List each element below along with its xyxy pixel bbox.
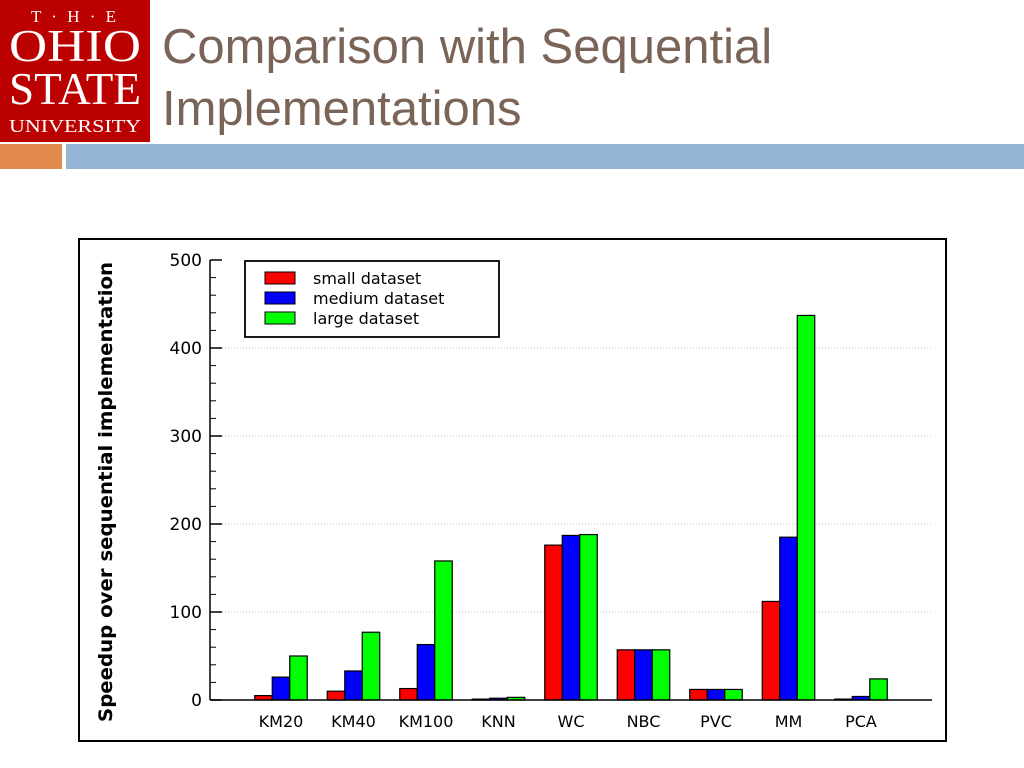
accent-bar-blue	[66, 144, 1024, 169]
speedup-bar-chart: 0 100 200 300 400 500 KM20 KM40 KM100 KNN WC NBC PVC…	[78, 238, 947, 742]
legend-label: large dataset	[313, 309, 419, 328]
x-tick-label: KNN	[481, 712, 515, 731]
legend-swatch	[264, 291, 296, 305]
logo-university-text: UNIVERSITY	[9, 116, 141, 136]
ohio-state-logo: T · H · E OHIO STATE UNIVERSITY	[0, 0, 150, 142]
legend-swatch	[264, 311, 296, 325]
bar	[634, 649, 653, 701]
bar	[651, 649, 671, 701]
bar	[779, 536, 798, 701]
x-tick-label: PCA	[845, 712, 877, 731]
bar	[561, 534, 581, 701]
y-tick-label: 0	[191, 691, 202, 711]
bar	[579, 533, 598, 701]
y-tick-label: 100	[170, 603, 202, 623]
chart-axes: 0 100 200 300 400 500 KM20 KM40 KM100 KNN WC NBC PVC…	[170, 251, 932, 731]
slide-title-line-2: Implementations	[162, 82, 522, 136]
bar	[869, 678, 888, 701]
bar	[361, 631, 381, 701]
chart-frame	[78, 238, 947, 742]
y-tick-label: 400	[170, 339, 202, 359]
y-tick-label: 500	[170, 251, 202, 271]
bar	[616, 649, 636, 701]
bar	[706, 688, 726, 701]
bar	[399, 687, 418, 701]
x-tick-label: WC	[558, 712, 585, 731]
bar	[344, 670, 363, 701]
legend-swatch	[264, 271, 296, 285]
bar	[761, 600, 781, 701]
bar	[544, 544, 563, 701]
x-tick-label: MM	[775, 712, 803, 731]
logo-ohio-text: OHIO	[9, 21, 141, 71]
bar	[434, 560, 453, 701]
bar	[724, 688, 743, 701]
y-tick-label: 200	[170, 515, 202, 535]
ohio-state-logo-mark: T · H · E OHIO STATE UNIVERSITY	[9, 7, 141, 136]
bar	[326, 690, 346, 701]
y-tick-label: 300	[170, 427, 202, 447]
x-tick-label: KM20	[259, 712, 304, 731]
slide-title-line-1: Comparison with Sequential	[162, 20, 773, 74]
slide-title: Comparison with Sequential Implementatio…	[162, 16, 1012, 140]
y-axis-label: Speedup over sequential implementation	[95, 262, 117, 722]
bar	[289, 655, 308, 701]
x-tick-label: KM100	[399, 712, 454, 731]
bar	[689, 688, 708, 701]
legend-label: medium dataset	[313, 289, 444, 308]
legend-label: small dataset	[313, 269, 421, 288]
accent-bar-orange	[0, 144, 62, 169]
logo-state-text: STATE	[9, 64, 141, 114]
chart-bars	[254, 314, 888, 701]
logo-the-text: T · H · E	[31, 7, 119, 26]
x-tick-label: KM40	[331, 712, 376, 731]
x-tick-label: PVC	[700, 712, 732, 731]
bar	[416, 643, 436, 701]
bar	[796, 314, 816, 701]
bar	[271, 676, 291, 701]
x-tick-label: NBC	[627, 712, 661, 731]
